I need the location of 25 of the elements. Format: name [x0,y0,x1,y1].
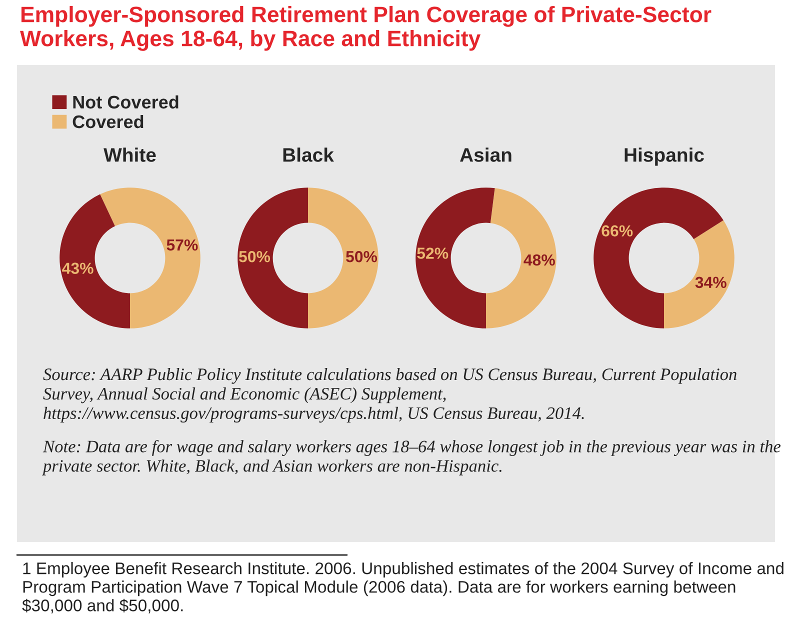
donut-slice [238,188,308,328]
donut-slice [486,188,556,328]
data-label: 48% [524,254,555,266]
donut-slice [60,194,130,328]
text: 1 Employee Benefit Research Institute. 2006. Unpublished estimates of the 2004 Survey of Income and Program Participation Wave 7 Topical Module (2006 data). Data are for workers earning between $30,000 and $50,000. [22,562,784,614]
chart-title: Asian [460,148,512,162]
data-label: 57% [166,239,198,251]
donut-slice [100,188,200,328]
source-note: Source: AARP Public Policy Institute calculations based on US Census Bureau, Current Population Survey, Annual Social and Economic (ASEC) Supplement, https://www.census.gov/programs-surveys/cps.html, US Census Bureau, 2014. [43,368,736,423]
donut-slice [416,188,495,328]
data-label: 43% [62,262,94,274]
donut-slice [308,188,378,328]
data-label: 34% [695,276,726,288]
data-label: 50% [346,250,378,262]
data-label: 52% [417,248,448,259]
chart-title: Black [283,148,334,162]
data-label: 66% [602,225,633,237]
donut-slice [664,220,734,328]
data-label: 50% [239,250,270,262]
chart-title: Hispanic [624,148,704,166]
text: Note: Data are for wage and salary workers ages 18–64 whose longest job in the previous year was in the private sector. White, Black, and Asian workers are non-Hispanic. [42,440,781,476]
text: White [104,148,156,162]
text: Employer-Sponsored Retirement Plan Coverage of Private-Sector Workers, Ages 18-64, by Race and Ethnicity [20,6,712,51]
legend-label: Not Covered [73,95,178,109]
legend-label: Covered [72,114,144,128]
